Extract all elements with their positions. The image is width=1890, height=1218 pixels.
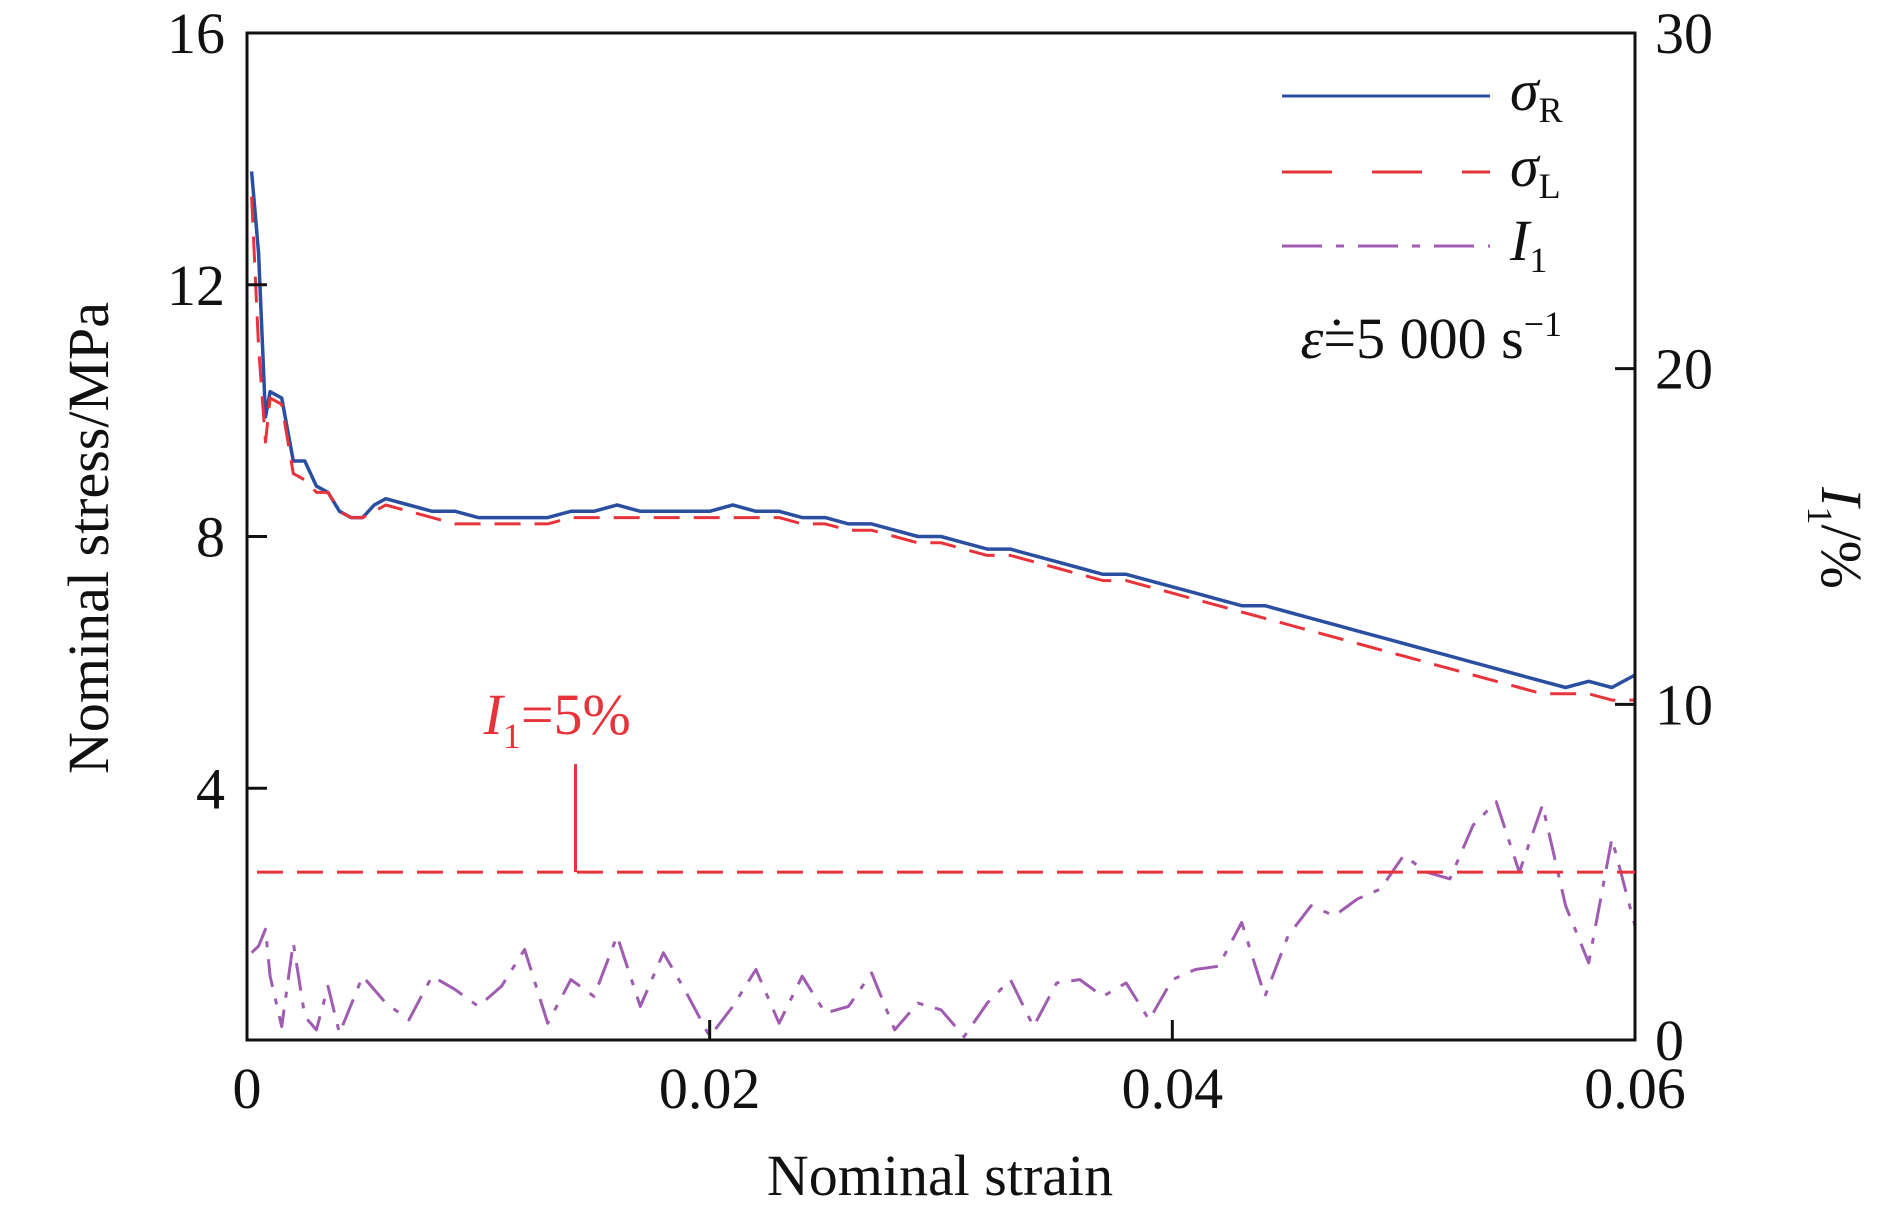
x-tick-label: 0.06 [1584, 1056, 1686, 1121]
series-line-σr [249, 171, 1636, 690]
threshold-label: I1=5% [482, 682, 630, 756]
y2-tick-label: 0 [1655, 1008, 1684, 1073]
strain-rate-label: ε̇=5 000 s−1 [1301, 304, 1562, 371]
legend-label-sigma-r: σR [1510, 58, 1563, 130]
y-axis-label: Nominal stress/MPa [56, 302, 121, 774]
x-tick-label: 0.04 [1122, 1056, 1224, 1121]
x-axis-label: Nominal strain [767, 1143, 1113, 1208]
legend-label-i1: I1 [1509, 208, 1547, 280]
x-tick-label: 0 [233, 1056, 262, 1121]
y2-tick-label: 20 [1655, 337, 1713, 402]
plot-lines [249, 171, 1637, 1039]
y-tick-label: 8 [196, 505, 225, 570]
axis-ticks: 0 0.02 0.04 0.06 4 8 12 16 0 10 20 30 [167, 1, 1713, 1121]
legend: σR σL I1 ε̇=5 000 s−1 [1282, 58, 1563, 371]
series-line-i1 [250, 800, 1637, 1039]
series-line-σl [250, 196, 1635, 702]
y2-axis-label: I1/% [1800, 486, 1874, 589]
y2-tick-label: 10 [1655, 672, 1713, 737]
y2-tick-label: 30 [1655, 1, 1713, 66]
y-tick-label: 4 [196, 756, 225, 821]
legend-label-sigma-l: σL [1510, 134, 1561, 206]
y-tick-label: 12 [167, 253, 225, 318]
x-tick-label: 0.02 [659, 1056, 761, 1121]
y-tick-label: 16 [167, 1, 225, 66]
